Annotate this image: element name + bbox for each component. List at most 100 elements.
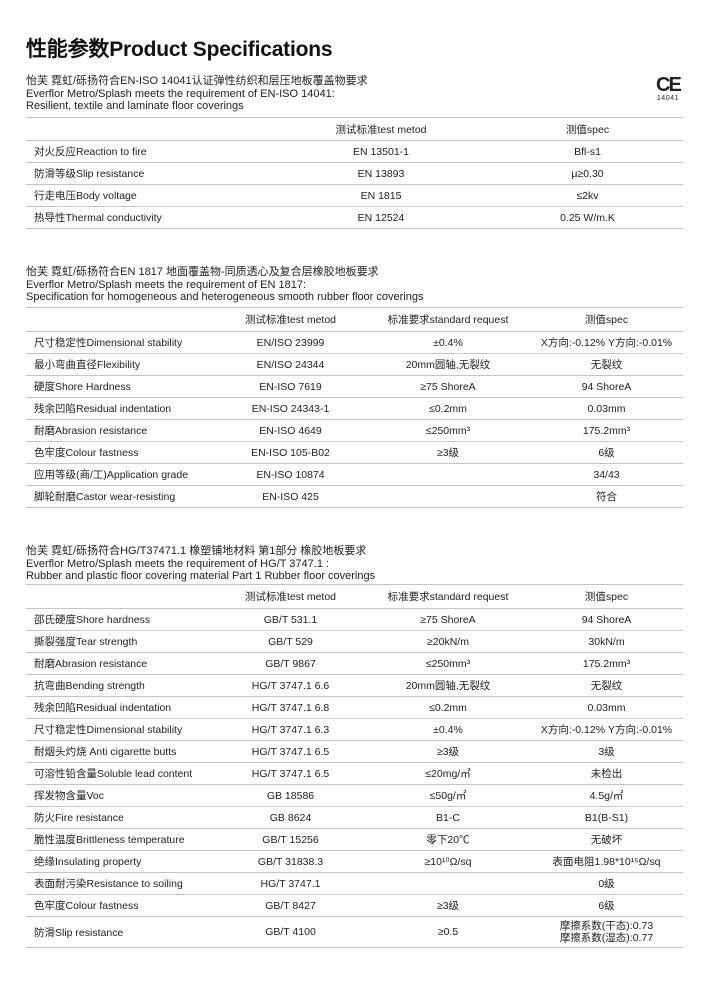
table-row: 行走电压Body voltage EN 1815 ≤2kv (26, 184, 683, 207)
spec-value-cell: 0.03mm (530, 397, 683, 420)
intro-line-cn: 怡芙 霓虹/砾扬符合HG/T37471.1 橡塑铺地材料 第1部分 橡胶地板要求 (26, 545, 367, 557)
test-method-cell: GB/T 9867 (215, 652, 366, 675)
column-header: 测值spec (530, 584, 683, 609)
intro-line-en-2: Specification for homogeneous and hetero… (26, 291, 424, 303)
table-row: 可溶性铅含量Soluble lead content HG/T 3747.1 6.… (26, 762, 683, 785)
property-cell: 耐磨Abrasion resistance (26, 652, 215, 675)
column-header: 测试标准test metod (215, 584, 366, 609)
standard-request-cell: B1-C (366, 806, 530, 829)
property-cell: 残余凹陷Residual indentation (26, 696, 215, 719)
test-method-cell: EN-ISO 425 (215, 485, 366, 508)
test-method-cell: EN-ISO 10874 (215, 463, 366, 486)
table-row: 色牢度Colour fastness GB/T 8427 ≥3级 6级 (26, 894, 683, 917)
standard-request-cell (366, 485, 530, 508)
spec-value-cell: 6级 (530, 894, 683, 917)
table-row: 色牢度Colour fastness EN-ISO 105-B02 ≥3级 6级 (26, 441, 683, 464)
property-cell: 撕裂强度Tear strength (26, 630, 215, 653)
spec-value-cell: 摩擦系数(干态):0.73 摩擦系数(湿态):0.77 (530, 916, 683, 948)
test-method-cell: EN-ISO 7619 (215, 375, 366, 398)
standard-request-cell: ≥75 ShoreA (366, 375, 530, 398)
table-row: 防火Fire resistance GB 8624 B1-C B1(B-S1) (26, 806, 683, 829)
ce-number: 14041 (656, 95, 679, 102)
spec-value-cell: 0.03mm (530, 696, 683, 719)
table-row: 脆性温度Brittleness temperature GB/T 15256 零下2… (26, 828, 683, 851)
property-cell: 应用等级(商/工)Application grade (26, 463, 215, 486)
spec-value-cell: 无破坏 (530, 828, 683, 851)
standard-request-cell: ≥0.5 (366, 916, 530, 948)
property-cell: 抗弯曲Bending strength (26, 674, 215, 697)
ce-mark-logo: CE 14041 (656, 74, 682, 102)
spec-value-cell: 0级 (530, 872, 683, 895)
standard-request-cell: 20mm圆轴,无裂纹 (366, 674, 530, 697)
test-method-cell: HG/T 3747.1 6.6 (215, 674, 366, 697)
spec-value-cell: 6级 (530, 441, 683, 464)
test-method-cell: GB/T 529 (215, 630, 366, 653)
spec-value-cell: μ≥0.30 (492, 162, 683, 185)
intro-line-en: Everflor Metro/Splash meets the requirem… (26, 557, 330, 570)
column-header: 标准要求standard request (366, 307, 530, 332)
property-cell: 邵氏硬度Shore hardness (26, 608, 215, 631)
test-method-cell: GB/T 531.1 (215, 608, 366, 631)
test-method-cell: GB/T 15256 (215, 828, 366, 851)
test-method-cell: EN 13893 (270, 162, 492, 185)
test-method-cell: GB/T 8427 (215, 894, 366, 917)
spec-value-cell: 34/43 (530, 463, 683, 486)
standard-request-cell: ≥75 ShoreA (366, 608, 530, 631)
spec-value-cell: 30kN/m (530, 630, 683, 653)
property-cell: 尺寸稳定性Dimensional stability (26, 331, 215, 354)
property-cell: 热导性Thermal conductivity (26, 206, 270, 229)
spec-value-cell: 无裂纹 (530, 353, 683, 376)
property-cell: 残余凹陷Residual indentation (26, 397, 215, 420)
ce-icon: CE (656, 74, 682, 96)
property-cell: 最小弯曲直径Flexibility (26, 353, 215, 376)
property-cell: 行走电压Body voltage (26, 184, 270, 207)
spec-table-en-iso-14041: 测试标准test metod 测值spec 对火反应Reaction to fire… (26, 117, 683, 229)
standard-request-cell: ≤20mg/㎡ (366, 762, 530, 785)
page-title: 性能参数Product Specifications (26, 38, 333, 61)
property-cell: 耐磨Abrasion resistance (26, 419, 215, 442)
property-cell: 表面耐污染Resistance to soiling (26, 872, 215, 895)
property-cell: 色牢度Colour fastness (26, 441, 215, 464)
property-cell: 硬度Shore Hardness (26, 375, 215, 398)
spec-value-cell: X方向:-0.12% Y方向:-0.01% (530, 331, 683, 354)
column-header: 测试标准test metod (215, 307, 366, 332)
section-2-intro: 怡芙 霓虹/砾扬符合EN 1817 地面覆盖物-同质透心及复合层橡胶地板要求 E… (26, 266, 423, 304)
table-row: 绝缘Insulating property GB/T 31838.3 ≥10¹⁰Ω/… (26, 850, 683, 873)
table-header-row: 测试标准test metod 测值spec (26, 117, 683, 141)
test-method-cell: EN-ISO 105-B02 (215, 441, 366, 464)
table-row: 应用等级(商/工)Application grade EN-ISO 10874 34… (26, 463, 683, 486)
test-method-cell: GB/T 31838.3 (215, 850, 366, 873)
standard-request-cell: ≥20kN/m (366, 630, 530, 653)
column-header: 测值spec (492, 117, 683, 141)
spec-value-cell: 94 ShoreA (530, 375, 683, 398)
spec-value-cell: X方向:-0.12% Y方向:-0.01% (530, 718, 683, 741)
spec-value-cell: ≤2kv (492, 184, 683, 207)
standard-request-cell (366, 463, 530, 486)
intro-line-cn: 怡芙 霓虹/砾扬符合EN 1817 地面覆盖物-同质透心及复合层橡胶地板要求 (26, 266, 379, 278)
test-method-cell: HG/T 3747.1 6.8 (215, 696, 366, 719)
table-row: 尺寸稳定性Dimensional stability EN/ISO 23999 ±0… (26, 331, 683, 354)
test-method-cell: HG/T 3747.1 6.5 (215, 762, 366, 785)
table-row: 表面耐污染Resistance to soiling HG/T 3747.1 0级 (26, 872, 683, 895)
section-1-intro: 怡芙 霓虹/砾扬符合EN-ISO 14041认证弹性纺织和层压地板覆盖物要求 E… (26, 75, 368, 113)
property-cell: 防滑等级Slip resistance (26, 162, 270, 185)
table-header-row: 测试标准test metod 标准要求standard request 测值spec (26, 307, 683, 332)
section-3-intro: 怡芙 霓虹/砾扬符合HG/T37471.1 橡塑铺地材料 第1部分 橡胶地板要求… (26, 545, 375, 583)
column-header: 标准要求standard request (366, 584, 530, 609)
spec-value-cell: 未检出 (530, 762, 683, 785)
property-cell: 色牢度Colour fastness (26, 894, 215, 917)
spec-value-cell: B1(B-S1) (530, 806, 683, 829)
test-method-cell: GB 8624 (215, 806, 366, 829)
standard-request-cell: ≤250mm³ (366, 652, 530, 675)
spec-value-cell: 无裂纹 (530, 674, 683, 697)
test-method-cell: EN/ISO 23999 (215, 331, 366, 354)
intro-line-en: Everflor Metro/Splash meets the requirem… (26, 278, 307, 291)
table-row: 防滑Slip resistance GB/T 4100 ≥0.5 摩擦系数(干态):0… (26, 916, 683, 948)
standard-request-cell: ≥10¹⁰Ω/sq (366, 850, 530, 873)
test-method-cell: HG/T 3747.1 (215, 872, 366, 895)
spec-value-cell: Bfl-s1 (492, 140, 683, 163)
test-method-cell: GB 18586 (215, 784, 366, 807)
spec-table-hg-t-3747: 测试标准test metod 标准要求standard request 测值spec… (26, 584, 683, 948)
standard-request-cell: ≥3级 (366, 894, 530, 917)
property-cell: 挥发物含量Voc (26, 784, 215, 807)
